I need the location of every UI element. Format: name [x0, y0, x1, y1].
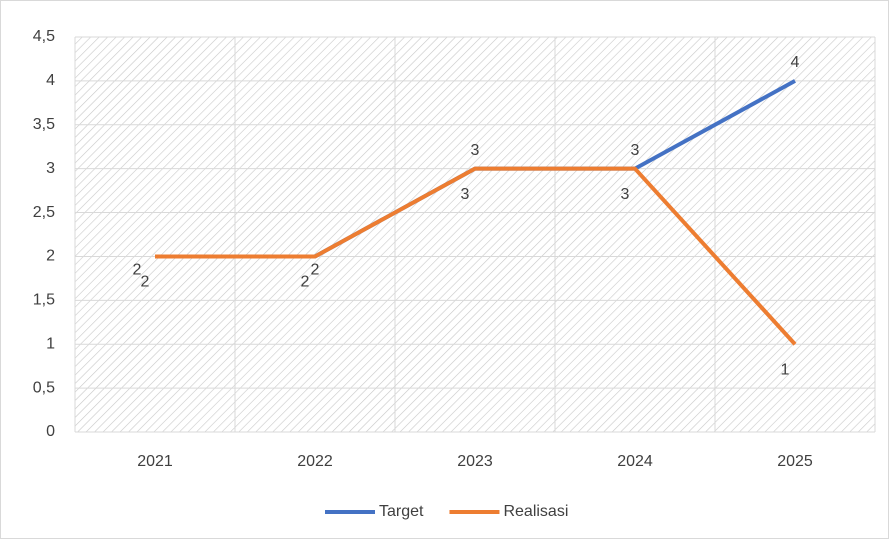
data-label: 2	[133, 262, 142, 279]
data-label: 2	[141, 274, 150, 291]
x-tick-label: 2025	[777, 453, 813, 470]
data-label: 2	[311, 262, 320, 279]
data-label: 3	[621, 186, 630, 203]
legend-label: Target	[379, 503, 424, 520]
data-label: 3	[631, 142, 640, 159]
legend-label: Realisasi	[503, 503, 568, 520]
x-tick-label: 2021	[137, 453, 173, 470]
y-tick-label: 3,5	[33, 116, 55, 133]
y-tick-label: 4	[46, 72, 55, 89]
data-label: 2	[301, 274, 310, 291]
y-tick-label: 1,5	[33, 292, 55, 309]
y-tick-label: 2	[46, 248, 55, 265]
x-tick-label: 2022	[297, 453, 333, 470]
data-label: 4	[791, 54, 800, 71]
y-tick-label: 2,5	[33, 204, 55, 221]
data-label: 1	[781, 361, 790, 378]
x-tick-label: 2023	[457, 453, 493, 470]
y-tick-label: 0	[46, 423, 55, 440]
y-tick-label: 0,5	[33, 379, 55, 396]
plot-area	[75, 37, 875, 432]
y-tick-label: 1	[46, 335, 55, 352]
x-tick-label: 2024	[617, 453, 653, 470]
y-tick-label: 3	[46, 160, 55, 177]
y-tick-label: 4,5	[33, 28, 55, 45]
line-series	[155, 166, 797, 346]
data-label: 3	[471, 142, 480, 159]
data-label: 3	[461, 186, 470, 203]
